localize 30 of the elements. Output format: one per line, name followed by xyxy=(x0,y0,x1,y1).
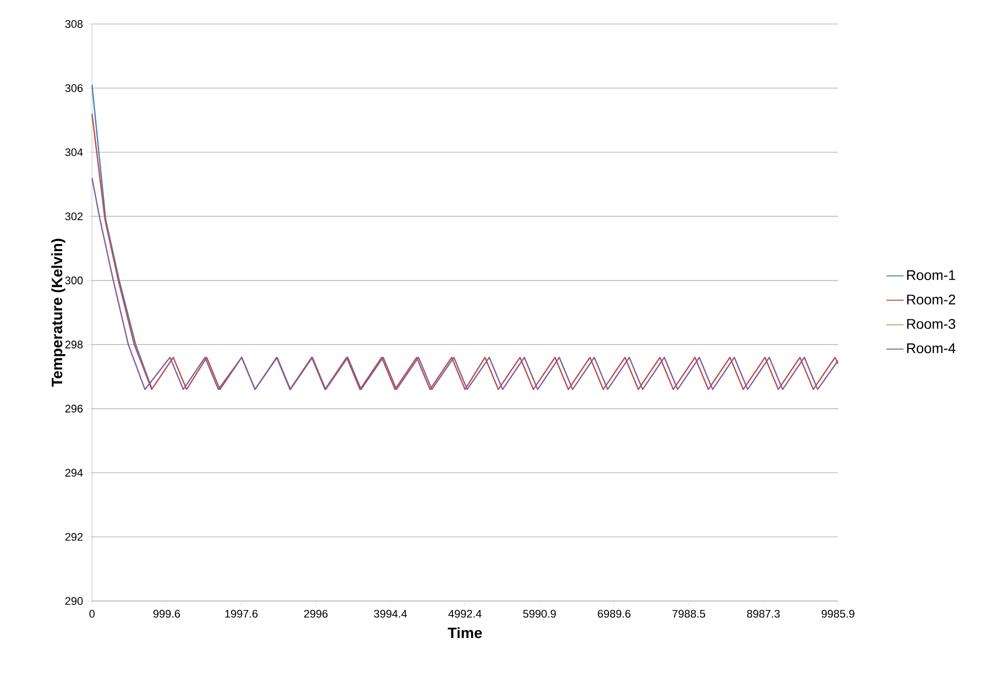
y-tick-label: 306 xyxy=(65,84,83,92)
x-tick-label: 8987.3 xyxy=(747,610,780,618)
legend-label: Room-2 xyxy=(907,294,956,304)
y-tick-label: 302 xyxy=(65,212,83,220)
y-tick-label: 300 xyxy=(65,276,83,284)
y-tick-label: 308 xyxy=(65,20,83,28)
legend-label: Room-4 xyxy=(907,343,956,354)
x-axis-title: Time xyxy=(448,627,482,638)
y-tick-label: 294 xyxy=(65,468,83,477)
x-tick-label: 0 xyxy=(89,610,95,618)
x-tick-label: 1997.6 xyxy=(225,610,258,618)
y-tick-label: 290 xyxy=(65,597,83,605)
x-tick-label: 7988.5 xyxy=(672,610,706,618)
x-tick-label: 3994.4 xyxy=(374,610,407,618)
x-tick-label: 999.6 xyxy=(153,610,180,618)
legend-label: Room-1 xyxy=(907,270,956,280)
x-tick-label: 4992.4 xyxy=(448,610,482,618)
line-series xyxy=(91,177,839,390)
y-tick-label: 304 xyxy=(65,148,83,156)
x-tick-label: 6989.6 xyxy=(598,610,630,618)
x-tick-label: 9985.9 xyxy=(822,610,854,618)
line-series xyxy=(91,84,153,390)
y-tick-label: 296 xyxy=(65,404,83,413)
legend-label: Room-3 xyxy=(907,318,956,329)
y-tick-label: 292 xyxy=(65,533,83,541)
line-series xyxy=(91,113,839,390)
y-axis-title: Temperature (Kelvin) xyxy=(51,238,66,387)
x-tick-label: 5990.9 xyxy=(523,610,556,618)
y-tick-label: 298 xyxy=(65,340,83,348)
x-tick-label: 2996 xyxy=(304,610,328,618)
